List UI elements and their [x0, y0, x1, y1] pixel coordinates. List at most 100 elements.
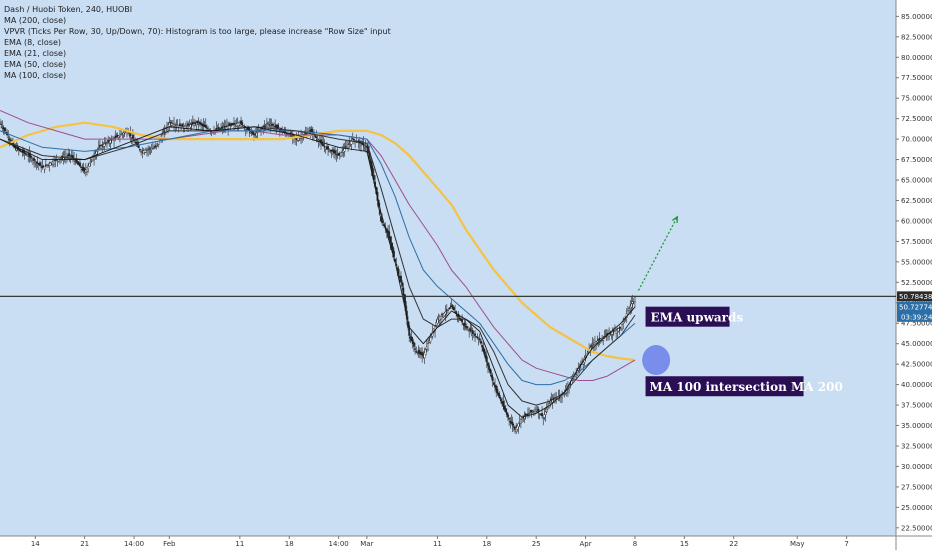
candle-body	[20, 150, 23, 152]
candle-body	[511, 422, 514, 426]
y-tick-label: 85.000000	[901, 13, 932, 21]
x-tick-label: Mar	[360, 540, 373, 548]
candle-body	[106, 142, 108, 144]
y-tick-label: 80.000000	[901, 54, 932, 62]
countdown-label: 03:39:24	[901, 313, 932, 321]
candle-body	[596, 340, 599, 343]
candle-body	[323, 145, 326, 148]
candle-body	[500, 398, 502, 402]
candle-body	[467, 329, 469, 331]
candle-body	[60, 158, 63, 160]
candle-body	[451, 305, 454, 309]
candle-body	[327, 146, 329, 150]
x-tick-label: 15	[680, 540, 689, 548]
candle-body	[310, 128, 313, 133]
x-tick-label: May	[790, 540, 804, 548]
candle-body	[381, 220, 384, 224]
candle-body	[100, 145, 103, 149]
candle-body	[137, 145, 140, 149]
candle-body	[88, 163, 91, 167]
candle-body	[195, 122, 198, 125]
candle-body	[189, 124, 192, 128]
y-tick-label: 30.000000	[901, 463, 932, 471]
candle-body	[218, 128, 221, 130]
legend-item-vpvr: VPVR (Ticks Per Row, 30, Up/Down, 70): H…	[4, 27, 391, 36]
candle-body	[276, 124, 279, 129]
x-tick-label: 14:00	[329, 540, 349, 548]
candle-body	[482, 346, 485, 352]
candle-body	[86, 167, 88, 173]
y-tick-label: 32.500000	[901, 442, 932, 450]
candle-body	[480, 340, 482, 344]
y-tick-label: 37.500000	[901, 402, 932, 410]
candle-body	[435, 322, 438, 326]
candle-body	[421, 352, 424, 356]
candle-body	[543, 414, 546, 418]
x-tick-label: 14:00	[124, 540, 144, 548]
candle-body	[117, 135, 120, 138]
x-tick-label: 14	[31, 540, 40, 548]
candle-body	[200, 122, 202, 125]
candle-body	[155, 145, 158, 147]
candle-body	[33, 158, 35, 161]
candle-body	[629, 306, 632, 309]
candle-body	[196, 120, 199, 123]
legend-item-ma100: MA (100, close)	[4, 71, 67, 80]
candle-body	[29, 155, 32, 158]
annotation-ma-intersection-bg	[645, 376, 804, 397]
candle-body	[114, 136, 117, 139]
candle-body	[611, 331, 614, 335]
x-tick-label: 18	[482, 540, 491, 548]
candle-body	[491, 376, 494, 382]
y-tick-label: 55.000000	[901, 258, 932, 266]
candle-body	[153, 147, 155, 149]
x-tick-label: 22	[729, 540, 738, 548]
candle-body	[628, 308, 630, 311]
candle-body	[478, 338, 481, 340]
candle-body	[380, 216, 382, 222]
y-tick-label: 47.500000	[901, 320, 932, 328]
candle-body	[220, 127, 222, 129]
candle-body	[487, 362, 489, 367]
candle-body	[57, 158, 60, 162]
last-price-label-bg	[897, 291, 932, 302]
candle-body	[222, 127, 225, 129]
candle-body	[622, 321, 625, 324]
candle-body	[340, 152, 342, 157]
candle-body	[525, 414, 528, 416]
candle-body	[227, 125, 230, 129]
candle-body	[139, 149, 141, 151]
annotation-ema-upwards: EMA upwards	[651, 311, 744, 325]
candle-body	[191, 121, 194, 125]
candle-body	[447, 309, 449, 311]
candle-body	[476, 336, 479, 339]
candle-body	[353, 139, 355, 141]
annotation-ema-upwards-bg	[645, 306, 730, 327]
candle-body	[186, 125, 188, 127]
candle-body	[72, 155, 74, 159]
ema50-line	[0, 130, 636, 386]
candle-body	[541, 413, 543, 417]
candle-body	[87, 165, 90, 170]
candle-body	[615, 329, 618, 334]
candle-body	[271, 123, 274, 126]
candle-body	[631, 301, 634, 304]
candle-body	[388, 231, 391, 239]
price-candles	[0, 115, 636, 435]
candle-body	[43, 166, 46, 170]
candle-body	[144, 149, 147, 153]
candle-body	[488, 365, 491, 370]
y-axis-ticks: 85.000000 82.500000 80.000000 77.500000 75.0…	[896, 13, 932, 532]
candle-body	[260, 128, 262, 130]
legend-item-ema50: EMA (50, close)	[4, 60, 67, 69]
candle-body	[427, 343, 429, 350]
candle-body	[320, 139, 322, 144]
candle-body	[448, 308, 451, 310]
candle-body	[193, 123, 195, 126]
candle-body	[179, 123, 181, 127]
candle-body	[461, 319, 464, 323]
candle-body	[95, 151, 98, 155]
candle-body	[347, 144, 349, 148]
